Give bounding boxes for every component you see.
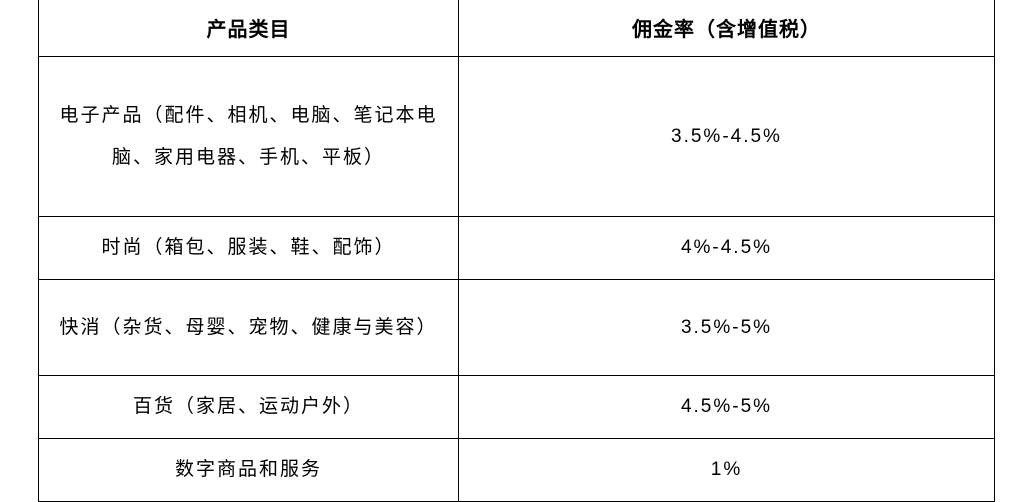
cell-category: 时尚（箱包、服装、鞋、配饰）: [39, 217, 459, 280]
cell-category: 数字商品和服务: [39, 438, 459, 501]
table-row: 数字商品和服务 1%: [39, 438, 995, 501]
cell-rate: 3.5%-5%: [459, 280, 995, 376]
table-row: 时尚（箱包、服装、鞋、配饰） 4%-4.5%: [39, 217, 995, 280]
cell-rate: 4.5%-5%: [459, 376, 995, 439]
commission-rate-table: 产品类目 佣金率（含增值税） 电子产品（配件、相机、电脑、笔记本电脑、家用电器、…: [38, 0, 995, 502]
commission-rate-table-container: 产品类目 佣金率（含增值税） 电子产品（配件、相机、电脑、笔记本电脑、家用电器、…: [38, 0, 994, 502]
table-header-row: 产品类目 佣金率（含增值税）: [39, 0, 995, 57]
table-row: 电子产品（配件、相机、电脑、笔记本电脑、家用电器、手机、平板） 3.5%-4.5…: [39, 57, 995, 217]
cell-category: 百货（家居、运动户外）: [39, 376, 459, 439]
cell-rate: 1%: [459, 438, 995, 501]
table-row: 百货（家居、运动户外） 4.5%-5%: [39, 376, 995, 439]
cell-category: 快消（杂货、母婴、宠物、健康与美容）: [39, 280, 459, 376]
column-header-rate: 佣金率（含增值税）: [459, 0, 995, 57]
column-header-category: 产品类目: [39, 0, 459, 57]
cell-rate: 3.5%-4.5%: [459, 57, 995, 217]
table-row: 快消（杂货、母婴、宠物、健康与美容） 3.5%-5%: [39, 280, 995, 376]
cell-rate: 4%-4.5%: [459, 217, 995, 280]
cell-category: 电子产品（配件、相机、电脑、笔记本电脑、家用电器、手机、平板）: [39, 57, 459, 217]
